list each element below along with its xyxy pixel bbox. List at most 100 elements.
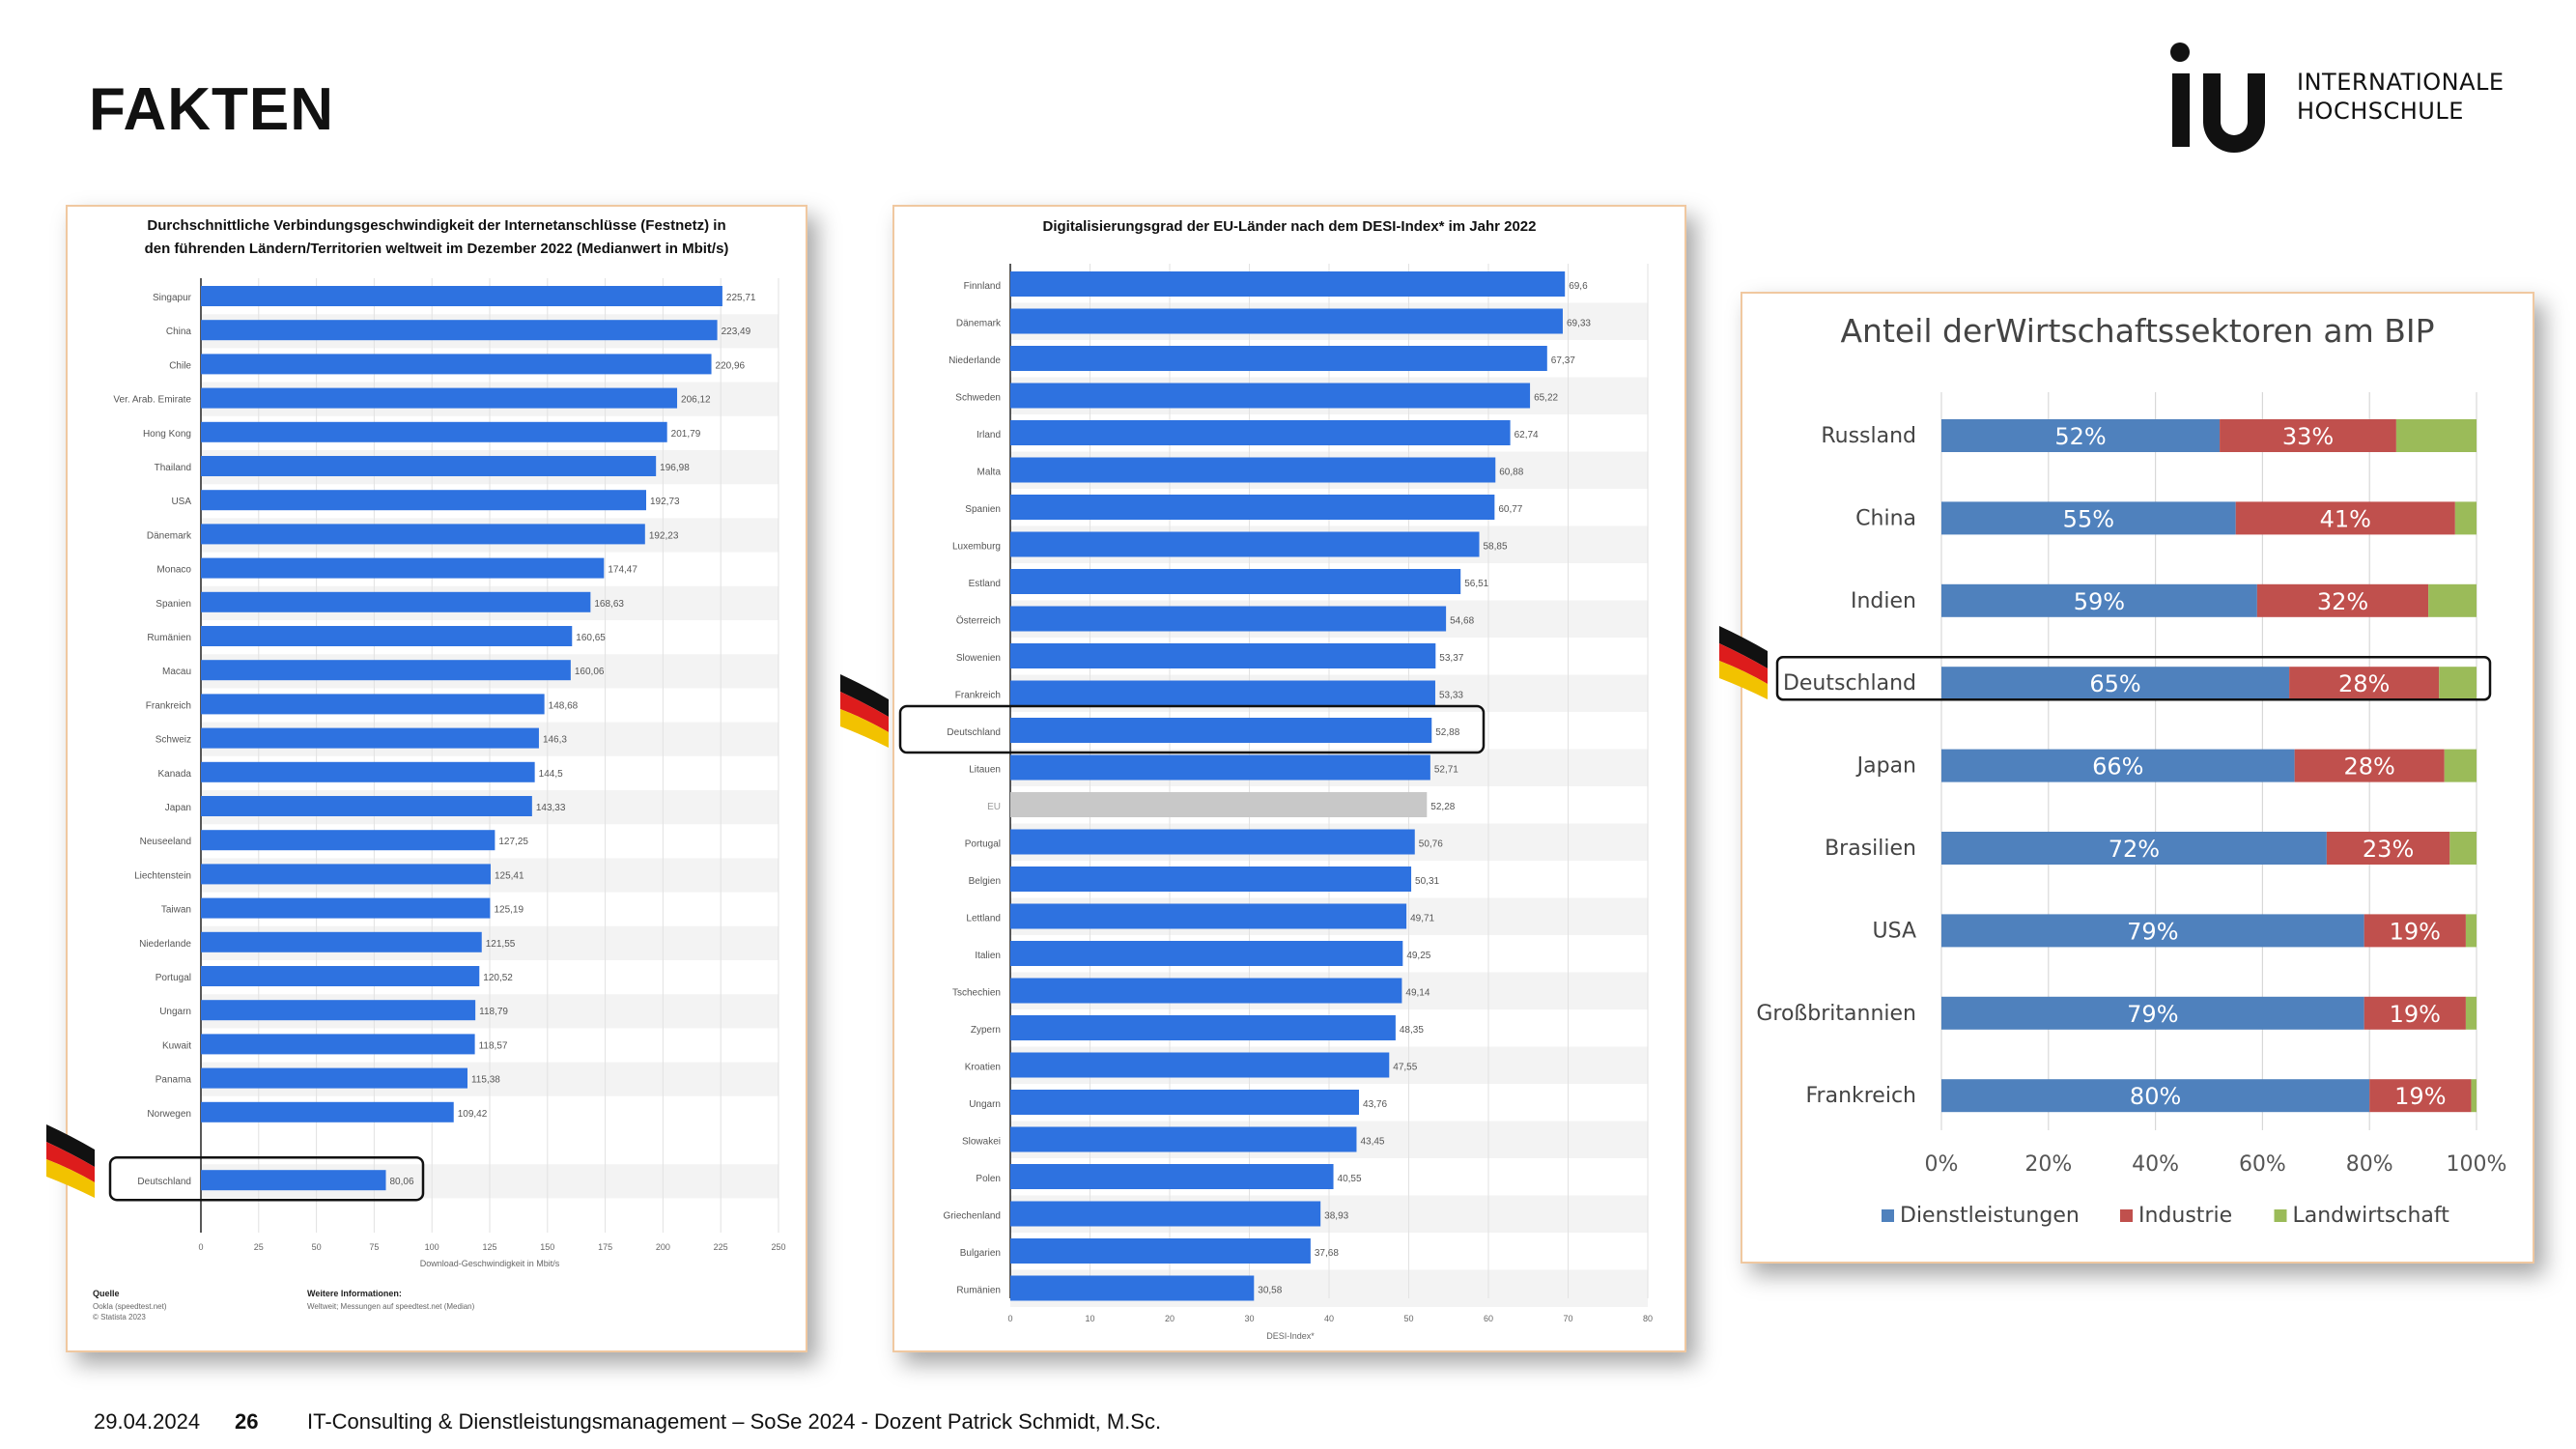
category-label: Frankreich — [146, 700, 191, 711]
value-label: 127,25 — [498, 837, 528, 847]
category-label: Chile — [169, 360, 191, 371]
value-label: 49,14 — [1405, 988, 1430, 999]
chart-panel-sectors: Anteil derWirtschaftssektoren am BIP 0% 20… — [1741, 292, 2534, 1264]
bar — [201, 1000, 476, 1021]
value-label: 80,06 — [390, 1177, 414, 1187]
x-tick-label: 175 — [598, 1242, 612, 1252]
bar — [1010, 271, 1566, 297]
category-label: Slowakei — [962, 1137, 1001, 1148]
value-label: 223,49 — [722, 327, 751, 337]
x-tick-label: 0 — [198, 1242, 203, 1252]
category-label: Lettland — [966, 914, 1001, 924]
category-label: Liechtenstein — [134, 870, 191, 881]
value-label: 30,58 — [1258, 1286, 1282, 1296]
value-label: 160,06 — [575, 667, 605, 677]
bar — [1010, 792, 1428, 817]
x-tick-label: 80% — [2346, 1152, 2393, 1177]
category-label: Österreich — [956, 615, 1001, 627]
bar — [1010, 867, 1412, 892]
value-label: 43,45 — [1360, 1137, 1384, 1148]
bar — [201, 897, 491, 919]
x-tick-label: 150 — [540, 1242, 554, 1252]
category-label: Spanien — [156, 599, 191, 610]
bar — [1010, 643, 1436, 668]
x-tick-label: 50 — [312, 1242, 322, 1252]
bar — [201, 490, 647, 511]
bar-segment — [2471, 1079, 2477, 1113]
segment-value-label: 55% — [2063, 505, 2114, 532]
bar — [1010, 569, 1461, 594]
category-label: Singapur — [153, 293, 192, 303]
segment-value-label: 33% — [2282, 423, 2334, 450]
value-label: 49,25 — [1406, 951, 1430, 961]
info-text: Weltweit; Messungen auf speedtest.net (M… — [307, 1302, 475, 1311]
category-label: Dänemark — [956, 319, 1002, 329]
category-label: Belgien — [969, 876, 1001, 887]
x-tick-label: 20 — [1165, 1314, 1175, 1323]
x-tick-label: 100% — [2447, 1152, 2507, 1177]
value-label: 53,37 — [1439, 653, 1463, 664]
value-label: 168,63 — [594, 599, 624, 610]
category-label: Japan — [1855, 754, 1916, 779]
bar — [201, 320, 718, 341]
bar — [201, 931, 482, 952]
x-axis-label: DESI-Index* — [1266, 1331, 1315, 1341]
segment-value-label: 41% — [2320, 505, 2371, 532]
chart-panel-internet-speed: Durchschnittliche Verbindungsgeschwindig… — [66, 205, 807, 1352]
category-label: Ver. Arab. Emirate — [113, 395, 191, 406]
value-label: 49,71 — [1410, 914, 1434, 924]
category-label: USA — [1872, 919, 1916, 943]
chart-title: Durchschnittliche Verbindungsgeschwindig… — [147, 217, 725, 234]
value-label: 206,12 — [681, 395, 711, 406]
bar — [201, 626, 573, 646]
bar — [201, 830, 495, 851]
category-label: Portugal — [156, 973, 191, 983]
bar — [1010, 978, 1402, 1004]
bar-segment — [2364, 996, 2466, 1030]
category-label: Estland — [969, 579, 1001, 589]
bar-segment — [2439, 667, 2477, 700]
category-label: Kroatien — [965, 1063, 1001, 1073]
bar — [1010, 1164, 1334, 1189]
value-label: 118,57 — [479, 1040, 508, 1051]
bar-segment — [2395, 419, 2477, 452]
bar — [201, 354, 712, 375]
legend-swatch — [2274, 1209, 2287, 1222]
segment-value-label: 65% — [2089, 670, 2140, 697]
category-label: Zypern — [971, 1025, 1001, 1036]
value-label: 67,37 — [1551, 355, 1575, 366]
chart-title: den führenden Ländern/Territorien weltwe… — [145, 241, 729, 257]
category-label: Macau — [162, 667, 191, 677]
value-label: 58,85 — [1484, 542, 1508, 553]
segment-value-label: 28% — [2344, 753, 2395, 781]
bar-segment — [1941, 749, 2295, 782]
highlight-box — [898, 704, 1486, 754]
german-flag-icon — [840, 674, 889, 748]
category-label: Russland — [1821, 424, 1916, 448]
logo-line-1: INTERNATIONALE — [2297, 69, 2505, 96]
x-tick-label: 20% — [2024, 1152, 2072, 1177]
category-label: Thailand — [155, 463, 191, 473]
bar-segment — [1941, 419, 2221, 452]
bar — [201, 421, 667, 442]
segment-value-label: 66% — [2092, 753, 2143, 781]
bar — [201, 966, 480, 986]
x-tick-label: 75 — [369, 1242, 379, 1252]
category-label: Niederlande — [139, 939, 191, 950]
bar — [1010, 1052, 1390, 1078]
segment-value-label: 23% — [2363, 836, 2414, 863]
category-label: Monaco — [156, 565, 191, 576]
bar — [201, 796, 532, 816]
category-label: USA — [171, 497, 191, 507]
category-label: Luxemburg — [952, 542, 1001, 553]
value-label: 146,3 — [543, 735, 567, 746]
bar — [1010, 1126, 1357, 1152]
bar-segment — [2294, 749, 2445, 782]
category-label: Indien — [1851, 589, 1916, 613]
bar-segment — [2289, 667, 2440, 700]
source-text: Ookla (speedtest.net) — [93, 1302, 167, 1311]
category-label: Finnland — [964, 281, 1001, 292]
segment-value-label: 19% — [2390, 1001, 2441, 1028]
value-label: 50,31 — [1415, 876, 1439, 887]
category-label: EU — [987, 802, 1001, 812]
